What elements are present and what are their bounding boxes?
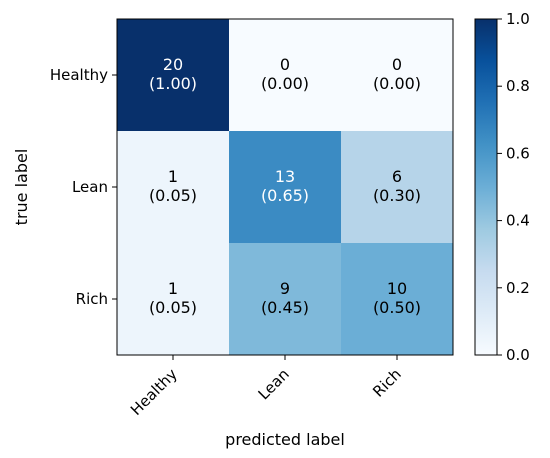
cell-count-label: 13 (275, 167, 295, 186)
colorbar-tick-label: 0.6 (506, 144, 530, 162)
heatmap-cell (341, 19, 454, 132)
x-tick-label: Rich (369, 365, 405, 401)
cell-fraction-label: (1.00) (149, 74, 197, 93)
cell-count-label: 20 (163, 55, 183, 74)
cell-count-label: 1 (168, 167, 178, 186)
heatmap-cell (229, 243, 342, 356)
colorbar-tick-label: 0.0 (506, 346, 530, 364)
colorbar-tick-label: 0.4 (506, 212, 530, 230)
cell-fraction-label: (0.50) (373, 298, 421, 317)
cell-fraction-label: (0.00) (261, 74, 309, 93)
cell-fraction-label: (0.45) (261, 298, 309, 317)
x-axis-ticks: Healthy Lean Rich (127, 355, 405, 419)
heatmap-cell (117, 131, 230, 244)
y-axis-label: true label (12, 149, 31, 226)
cell-fraction-label: (0.05) (149, 186, 197, 205)
cell-count-label: 10 (387, 279, 407, 298)
cell-count-label: 0 (280, 55, 290, 74)
heatmap-cell (341, 131, 454, 244)
colorbar-tick-label: 1.0 (506, 10, 530, 28)
colorbar-ticks: 0.0 0.2 0.4 0.6 0.8 1.0 (497, 10, 530, 364)
x-axis-label: predicted label (225, 430, 345, 449)
colorbar-tick-label: 0.8 (506, 77, 530, 95)
heatmap-cell (117, 243, 230, 356)
y-tick-label: Healthy (50, 66, 108, 84)
heatmap-cell (341, 243, 454, 356)
cell-fraction-label: (0.05) (149, 298, 197, 317)
cell-fraction-label: (0.65) (261, 186, 309, 205)
x-tick-label: Lean (255, 365, 293, 403)
cell-fraction-label: (0.30) (373, 186, 421, 205)
cell-count-label: 6 (392, 167, 402, 186)
y-axis-ticks: Healthy Lean Rich (50, 66, 117, 308)
heatmap-cells: 20(1.00)0(0.00)0(0.00)1(0.05)13(0.65)6(0… (117, 19, 454, 356)
heatmap-cell (229, 19, 342, 132)
y-tick-label: Lean (72, 178, 108, 196)
heatmap-cell (229, 131, 342, 244)
colorbar-tick-label: 0.2 (506, 279, 530, 297)
cell-fraction-label: (0.00) (373, 74, 421, 93)
x-tick-label: Healthy (127, 365, 181, 419)
cell-count-label: 9 (280, 279, 290, 298)
y-tick-label: Rich (76, 290, 108, 308)
cell-count-label: 1 (168, 279, 178, 298)
cell-count-label: 0 (392, 55, 402, 74)
colorbar (474, 18, 498, 356)
heatmap-cell (117, 19, 230, 132)
